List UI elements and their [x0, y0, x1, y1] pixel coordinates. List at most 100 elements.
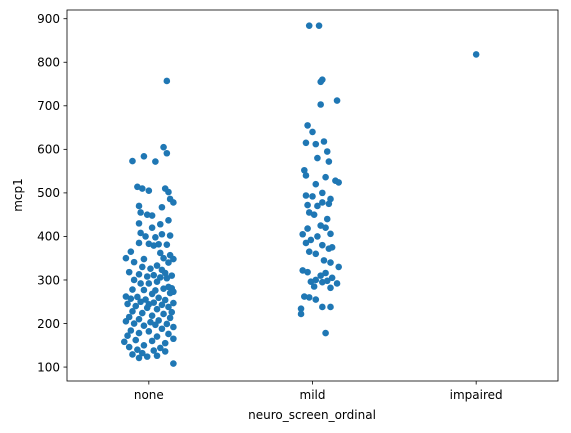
data-point-none: [122, 318, 130, 325]
data-point-mild: [305, 22, 313, 29]
data-point-none: [129, 351, 136, 358]
data-point-none: [125, 268, 133, 276]
data-point-none: [161, 339, 169, 347]
data-point-none: [148, 290, 156, 298]
data-point-none: [161, 269, 169, 277]
data-point-impaired: [472, 51, 480, 58]
data-point-none: [156, 344, 164, 352]
data-point-none: [148, 312, 156, 319]
data-point-mild: [319, 303, 326, 311]
data-point-none: [170, 335, 177, 343]
data-point-none: [129, 308, 136, 315]
data-point-none: [140, 255, 148, 263]
data-point-mild: [319, 241, 326, 249]
data-point-none: [152, 234, 159, 241]
data-point-none: [130, 320, 138, 327]
y-tick-label: 900: [37, 12, 60, 26]
data-point-none: [152, 321, 159, 329]
data-point-none: [165, 217, 172, 224]
data-point-none: [138, 349, 146, 357]
data-point-none: [137, 298, 144, 306]
y-tick-label: 700: [37, 99, 60, 113]
data-point-none: [122, 293, 130, 300]
data-point-mild: [310, 211, 318, 218]
y-tick-label: 500: [37, 186, 60, 200]
data-point-none: [160, 310, 167, 318]
data-point-none: [142, 296, 149, 303]
data-point-none: [152, 158, 159, 165]
data-point-none: [160, 254, 167, 262]
data-point-mild: [304, 122, 311, 129]
data-point-none: [150, 347, 158, 354]
data-point-mild: [310, 283, 318, 290]
data-point-none: [165, 259, 172, 266]
data-point-mild: [325, 200, 333, 208]
data-point-none: [134, 346, 141, 353]
data-point-none: [120, 338, 128, 346]
data-point-none: [153, 305, 161, 313]
data-point-none: [135, 315, 143, 323]
data-point-none: [138, 263, 146, 271]
data-point-mild: [304, 201, 311, 209]
data-point-mild: [301, 293, 308, 300]
data-point-mild: [302, 172, 310, 179]
data-point-none: [125, 343, 133, 351]
y-tick-label: 200: [37, 317, 60, 331]
data-point-mild: [307, 278, 315, 286]
data-point-none: [170, 323, 177, 331]
data-point-mild: [302, 192, 310, 199]
y-axis: 100 200 300 400 500 600 700 800 900: [37, 12, 67, 374]
data-point-none: [153, 278, 161, 286]
data-point-none: [170, 360, 177, 367]
data-point-none: [148, 212, 156, 219]
data-point-none: [150, 242, 158, 249]
data-point-none: [163, 274, 171, 282]
data-point-mild: [312, 296, 320, 303]
data-point-none: [135, 329, 143, 337]
data-point-none: [160, 285, 167, 292]
data-point-mild: [325, 158, 333, 165]
y-tick-label: 600: [37, 143, 60, 157]
data-point-mild: [317, 272, 324, 279]
data-point-none: [137, 229, 144, 237]
x-axis-label: neuro_screen_ordinal: [248, 408, 376, 422]
data-point-mild: [322, 173, 329, 181]
data-point-mild: [314, 233, 321, 240]
data-point-mild: [322, 269, 329, 277]
data-point-none: [124, 300, 131, 308]
points-layer: [120, 22, 480, 367]
data-point-none: [132, 302, 140, 310]
x-tick-label-mild: mild: [300, 388, 326, 402]
data-point-mild: [322, 224, 329, 232]
data-point-none: [160, 143, 167, 151]
data-point-mild: [323, 148, 331, 155]
data-point-mild: [327, 259, 334, 266]
data-point-none: [156, 249, 164, 257]
data-point-none: [150, 271, 158, 279]
data-point-none: [134, 293, 141, 301]
x-axis: none mild impaired: [134, 381, 503, 402]
data-point-mild: [322, 329, 329, 337]
data-point-none: [161, 296, 169, 304]
data-point-none: [168, 308, 176, 316]
data-point-none: [137, 209, 144, 216]
data-point-mild: [312, 180, 320, 188]
data-point-none: [132, 336, 140, 344]
data-point-none: [135, 220, 143, 227]
data-point-none: [127, 327, 135, 334]
data-point-none: [166, 232, 174, 239]
data-point-none: [158, 301, 166, 309]
data-point-none: [166, 314, 174, 322]
data-point-mild: [314, 202, 321, 210]
data-point-none: [163, 149, 171, 157]
data-point-none: [148, 224, 156, 232]
data-point-none: [165, 330, 172, 338]
data-point-none: [163, 77, 171, 85]
data-point-none: [135, 271, 143, 278]
data-point-mild: [319, 189, 326, 197]
data-point-none: [143, 273, 151, 280]
data-point-none: [166, 289, 174, 297]
y-axis-label: mcp1: [11, 178, 25, 212]
data-point-mild: [299, 230, 306, 238]
